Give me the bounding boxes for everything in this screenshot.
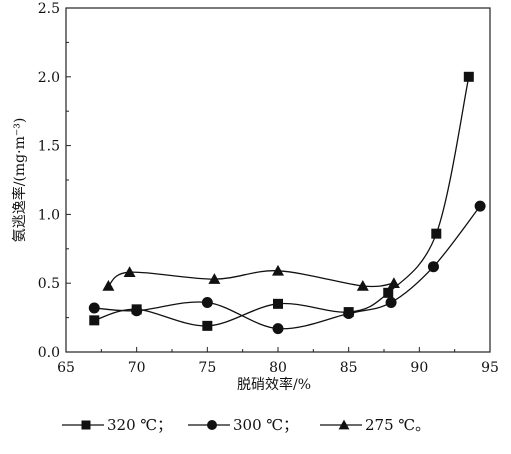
y-tick-label: 0.5 bbox=[38, 276, 60, 292]
series-300-point bbox=[343, 307, 355, 319]
legend-320-marker bbox=[81, 420, 91, 430]
series-320-point bbox=[431, 228, 442, 239]
series-275-point bbox=[356, 279, 369, 291]
series-275-point bbox=[208, 273, 221, 284]
series-300-point bbox=[272, 323, 284, 335]
series-320-point bbox=[463, 71, 474, 82]
legend-300-label: 300 ℃； bbox=[233, 416, 298, 434]
trend-curves bbox=[94, 76, 481, 330]
series-300-point bbox=[427, 261, 439, 273]
x-axis-title: 脱硝效率/% bbox=[237, 376, 311, 393]
x-tick-label: 90 bbox=[410, 360, 428, 376]
y-tick-label: 1.0 bbox=[38, 207, 60, 223]
y-tick-label: 0.0 bbox=[38, 345, 60, 361]
x-tick-label: 75 bbox=[198, 360, 216, 376]
series-275-point bbox=[102, 279, 115, 291]
y-tick-label: 2.0 bbox=[38, 70, 60, 86]
series-300-point bbox=[385, 296, 397, 308]
legend-300-marker bbox=[207, 420, 217, 430]
series-320-point bbox=[273, 298, 283, 309]
series-300-point bbox=[201, 296, 213, 308]
series-300-curve bbox=[94, 205, 481, 330]
x-tick-label: 85 bbox=[340, 360, 358, 376]
x-tick-label: 80 bbox=[269, 360, 287, 376]
y-tick-label: 1.5 bbox=[38, 139, 60, 155]
series-320-point bbox=[89, 315, 100, 326]
axis-ticks: 65 70 75 80 85 90 95 0.0 0.5 1.0 1.5 2.0 2.5 bbox=[38, 1, 499, 376]
series-300-point bbox=[474, 200, 486, 212]
series-275-point bbox=[123, 266, 136, 277]
series-320-point bbox=[202, 320, 213, 331]
legend-275-marker bbox=[338, 419, 350, 430]
x-tick-label: 65 bbox=[57, 360, 75, 376]
series-275-point bbox=[272, 264, 284, 276]
y-axis-title: 氨逃逸率/(mg·m⁻³) bbox=[11, 118, 28, 243]
series-300-point bbox=[88, 302, 100, 314]
series-300-point bbox=[131, 305, 143, 317]
legend-320-label: 320 ℃； bbox=[107, 416, 172, 434]
series-275-point bbox=[387, 277, 400, 288]
data-points bbox=[88, 71, 486, 335]
series-275-curve bbox=[107, 270, 394, 288]
legend-275-label: 275 ℃。 bbox=[365, 416, 430, 434]
series-320-point bbox=[383, 287, 394, 298]
legend: 320 ℃； 300 ℃； 275 ℃。 bbox=[62, 416, 430, 434]
y-tick-label: 2.5 bbox=[38, 1, 60, 17]
x-tick-label: 95 bbox=[481, 360, 499, 376]
x-tick-label: 70 bbox=[128, 360, 146, 376]
series-320-curve bbox=[94, 76, 470, 327]
